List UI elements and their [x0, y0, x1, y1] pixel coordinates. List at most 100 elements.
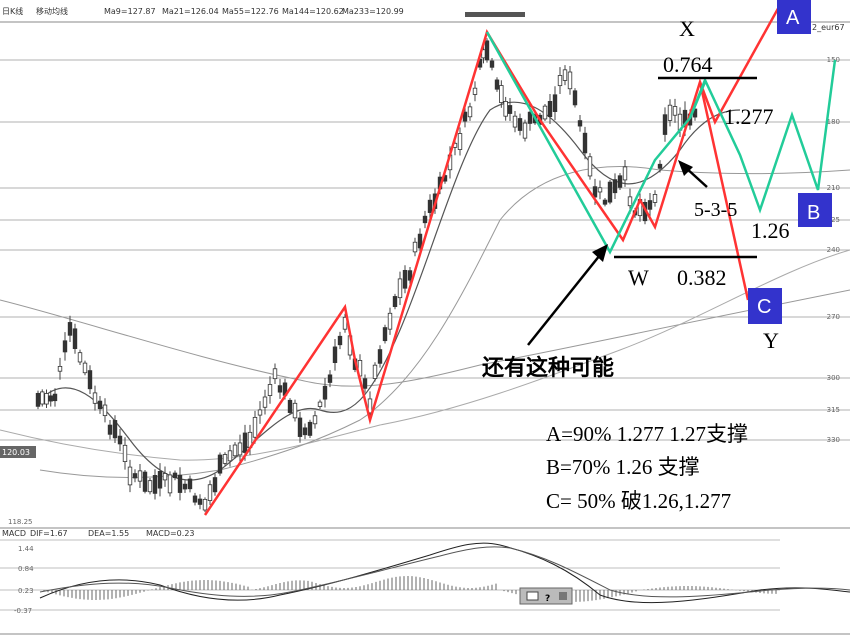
- candle-body: [137, 470, 143, 482]
- candle-body: [372, 364, 378, 379]
- candle-body: [322, 385, 328, 400]
- header-scroll-marker: [465, 12, 525, 17]
- macd-title: MACD: [2, 529, 26, 538]
- candle-body: [462, 111, 468, 122]
- candle-body: [112, 420, 118, 439]
- candle-body: [332, 346, 338, 364]
- scenario-box-a: A: [777, 0, 811, 34]
- candle-body: [82, 362, 88, 374]
- candle-body: [412, 241, 418, 253]
- current-price-label: 120.03: [2, 448, 30, 457]
- candle-body: [362, 378, 368, 389]
- candle-body: [607, 181, 613, 203]
- candle-body: [222, 454, 228, 464]
- current-price-marker: 120.03: [0, 446, 36, 458]
- fib-126-label: 1.26: [751, 218, 790, 243]
- panel-icon[interactable]: [526, 591, 539, 601]
- settings-icon[interactable]: [559, 592, 567, 600]
- candle-body: [172, 472, 178, 479]
- candle-body: [572, 90, 578, 106]
- price-tick: 330: [827, 436, 840, 444]
- scenario-box-c-label: C: [757, 296, 771, 318]
- candle-body: [257, 409, 263, 416]
- help-icon[interactable]: ?: [545, 594, 550, 604]
- candle-body: [387, 312, 393, 330]
- candle-body: [197, 498, 203, 505]
- candle-body: [44, 393, 49, 405]
- candle-body: [427, 199, 433, 213]
- low-price-label: 118.25: [8, 518, 33, 526]
- candle-body: [177, 474, 183, 493]
- green-wave-path-a: [688, 81, 707, 119]
- candle-body: [417, 233, 423, 249]
- macd-dif-label: DIF=1.67: [30, 529, 68, 538]
- ma-fast-line: [39, 101, 741, 481]
- macd-toolbar[interactable]: ?: [519, 587, 573, 605]
- ma21-label: Ma21=126.04: [162, 7, 219, 16]
- candle-body: [617, 175, 623, 188]
- candle-body: [652, 194, 658, 203]
- candle-body: [547, 100, 553, 118]
- macd-dea-label: DEA=1.55: [88, 529, 129, 538]
- candle-body: [499, 85, 504, 103]
- wave-y-label: Y: [763, 328, 779, 353]
- candle-body: [422, 215, 428, 224]
- candle-body: [217, 454, 223, 474]
- candle-body: [272, 368, 278, 380]
- candle-body: [147, 480, 153, 493]
- candle-body: [62, 340, 68, 353]
- candle-body: [182, 483, 188, 490]
- candle-body: [297, 417, 303, 437]
- candle-body: [127, 466, 133, 486]
- indicator-label: 移动均线: [36, 6, 68, 16]
- candle-body: [457, 133, 463, 150]
- candle-body: [232, 444, 238, 457]
- ma144-label: Ma144=120.62: [282, 7, 344, 16]
- candle-body: [527, 111, 533, 124]
- candle-body: [277, 385, 283, 393]
- candle-body: [67, 322, 73, 336]
- candle-body: [602, 199, 608, 205]
- candle-body: [382, 327, 388, 342]
- candle-body: [397, 278, 403, 299]
- candle-body: [582, 132, 588, 154]
- candle-body: [52, 393, 58, 402]
- candle-body: [122, 444, 128, 462]
- wave-x-label: X: [679, 16, 695, 41]
- possibility-note: 还有这种可能: [481, 355, 614, 381]
- period-label: 日K线: [2, 6, 23, 16]
- candle-body: [522, 122, 528, 139]
- candle-body: [162, 473, 168, 481]
- candle-body: [489, 60, 495, 68]
- candle-body: [327, 374, 333, 383]
- candle-body: [467, 106, 473, 118]
- candle-body: [612, 179, 618, 194]
- candle-body: [192, 495, 198, 503]
- candle-body: [187, 478, 193, 490]
- price-tick: 210: [827, 184, 840, 192]
- candle-body: [97, 400, 103, 410]
- scenario-box-c: C: [748, 288, 782, 324]
- macd-panel: MACD DIF=1.67 DEA=1.55 MACD=0.23 1.44 0.…: [2, 529, 850, 615]
- chart-header: 日K线 移动均线 Ma9=127.87 Ma21=126.04 Ma55=122…: [2, 6, 845, 32]
- candle-body: [302, 427, 308, 436]
- price-tick: 240: [827, 246, 840, 254]
- candle-body: [157, 471, 163, 489]
- candle-body: [567, 71, 573, 90]
- candle-body: [503, 101, 508, 117]
- candle-body: [484, 40, 490, 61]
- scenario-a-text: A=90% 1.277 1.27支撑: [546, 422, 748, 446]
- ma9-label: Ma9=127.87: [104, 7, 156, 16]
- candle-body: [657, 163, 663, 169]
- candle-body: [622, 166, 628, 181]
- scenario-box-b: B: [798, 193, 832, 227]
- candle-body: [202, 498, 208, 511]
- wave-w-label: W: [628, 265, 649, 290]
- candle-body: [407, 270, 413, 281]
- candle-body: [252, 416, 258, 438]
- candle-body: [402, 269, 408, 289]
- candle-body: [287, 399, 293, 413]
- candle-body: [142, 471, 148, 492]
- candle-body: [167, 474, 173, 494]
- candle-body: [542, 105, 548, 120]
